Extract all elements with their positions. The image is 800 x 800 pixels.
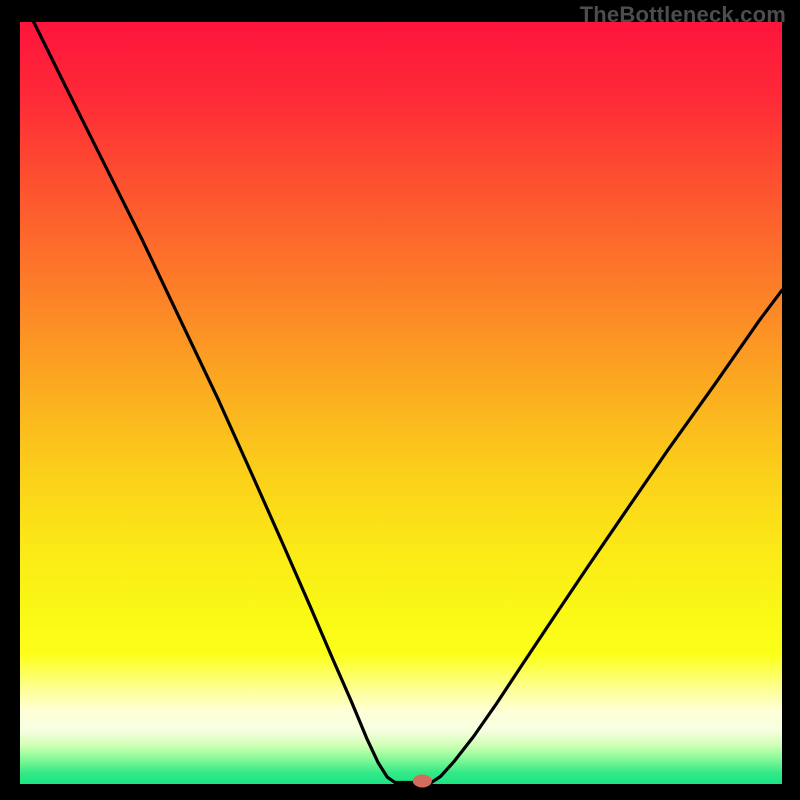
optimum-marker bbox=[413, 775, 431, 787]
watermark-text: TheBottleneck.com bbox=[580, 2, 786, 28]
bottleneck-chart bbox=[0, 0, 800, 800]
chart-container: TheBottleneck.com bbox=[0, 0, 800, 800]
gradient-background bbox=[20, 22, 782, 784]
